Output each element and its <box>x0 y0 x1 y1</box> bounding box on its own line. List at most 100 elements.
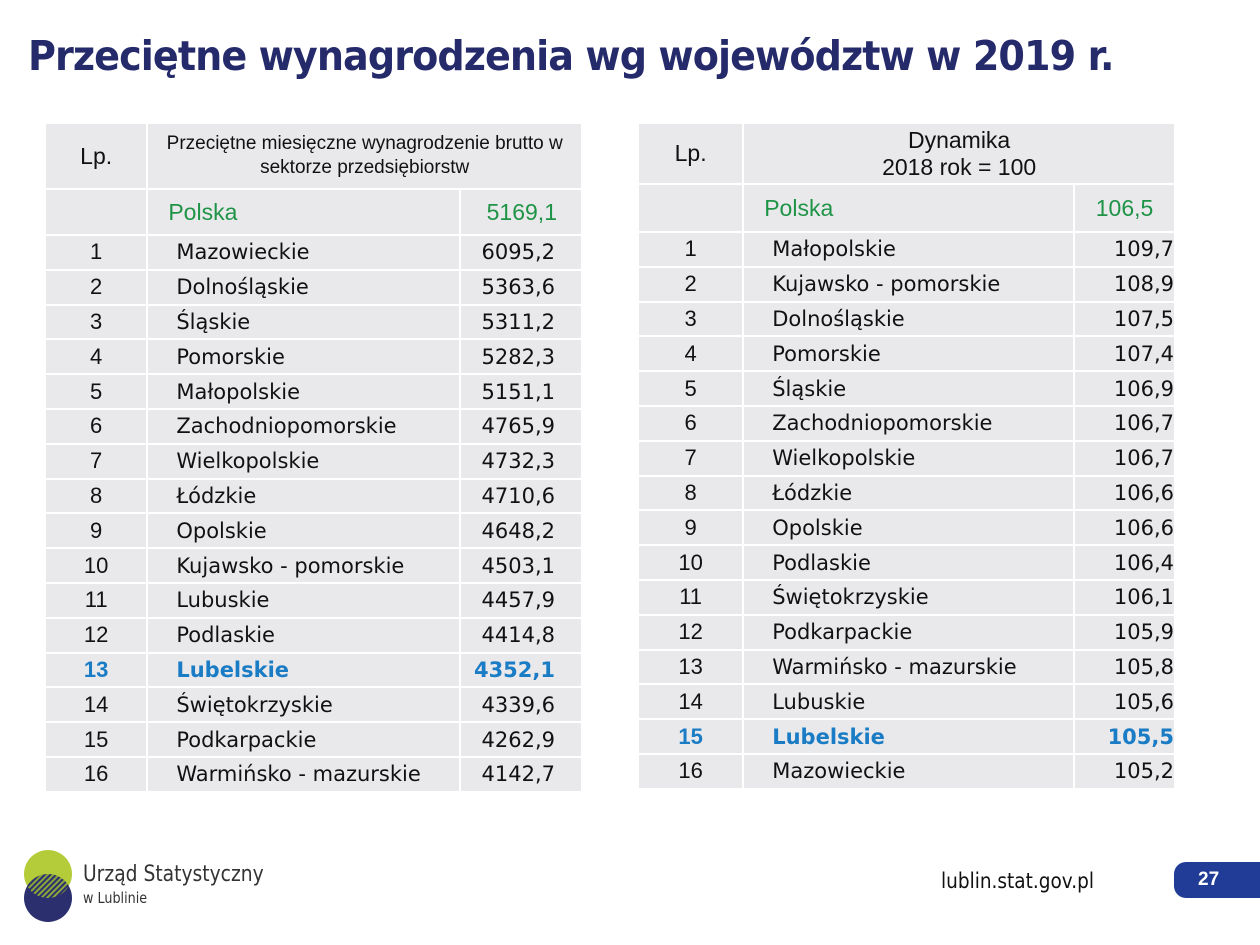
table-row: 8 Łódzkie 106,6 <box>639 476 1174 510</box>
total-value: 106,5 <box>1075 185 1174 231</box>
rank-cell: 6 <box>46 409 147 443</box>
rank-cell: 9 <box>46 514 147 548</box>
dynamics-header-line2: 2018 rok = 100 <box>882 153 1037 180</box>
voivodeship-cell: Podkarpackie <box>744 615 1074 649</box>
dynamics-table: Lp. Dynamika 2018 rok = 100 Polska 106,5… <box>637 122 1176 790</box>
table-row: 7 Wielkopolskie 106,7 <box>639 441 1174 475</box>
salary-table: Lp. Przeciętne miesięczne wynagrodzenie … <box>44 122 583 793</box>
voivodeship-cell: Mazowieckie <box>744 754 1074 788</box>
value-cell: 6095,2 <box>461 236 581 269</box>
voivodeship-cell: Pomorskie <box>744 337 1074 371</box>
total-value: 5169,1 <box>461 190 581 234</box>
table-row: 4 Pomorskie 107,4 <box>639 337 1174 371</box>
rank-cell: 12 <box>46 618 147 652</box>
value-cell: 4414,8 <box>461 618 581 652</box>
rank-cell: 1 <box>639 233 743 266</box>
table-row: 5 Małopolskie 5151,1 <box>46 375 581 408</box>
table-row: 3 Śląskie 5311,2 <box>46 305 581 339</box>
table-row: 16 Mazowieckie 105,2 <box>639 754 1174 788</box>
value-cell: 4262,9 <box>461 723 581 756</box>
value-cell: 105,2 <box>1075 754 1174 788</box>
table-row: 7 Wielkopolskie 4732,3 <box>46 444 581 478</box>
value-cell: 106,6 <box>1075 476 1174 510</box>
voivodeship-cell: Małopolskie <box>744 233 1074 266</box>
rank-cell: 15 <box>46 723 147 756</box>
table-row: 6 Zachodniopomorskie 106,7 <box>639 406 1174 440</box>
value-cell: 4339,6 <box>461 688 581 722</box>
value-cell: 5311,2 <box>461 305 581 339</box>
voivodeship-cell: Podlaskie <box>744 546 1074 579</box>
value-cell: 106,7 <box>1075 441 1174 475</box>
voivodeship-cell: Dolnośląskie <box>148 270 460 304</box>
value-cell: 4457,9 <box>461 583 581 617</box>
rank-cell: 11 <box>46 583 147 617</box>
rank-cell: 2 <box>46 270 147 304</box>
value-cell: 5363,6 <box>461 270 581 304</box>
lp-header: Lp. <box>639 124 743 183</box>
logo-name: Urząd Statystyczny <box>83 862 264 887</box>
rank-cell: 14 <box>46 688 147 722</box>
rank-cell: 4 <box>46 340 147 374</box>
value-cell: 107,5 <box>1075 302 1174 336</box>
page-number-badge: 27 <box>1174 862 1260 898</box>
voivodeship-cell: Pomorskie <box>148 340 460 374</box>
rank-cell: 4 <box>639 337 743 371</box>
value-cell: 4352,1 <box>461 653 581 687</box>
total-label: Polska <box>148 190 460 234</box>
value-cell: 106,1 <box>1075 580 1174 614</box>
voivodeship-cell: Opolskie <box>744 511 1074 545</box>
table-row: 9 Opolskie 4648,2 <box>46 514 581 548</box>
value-cell: 108,9 <box>1075 267 1174 301</box>
voivodeship-cell: Świętokrzyskie <box>148 688 460 722</box>
table-row: 10 Kujawsko - pomorskie 4503,1 <box>46 549 581 582</box>
lp-header: Lp. <box>46 124 147 188</box>
rank-cell: 16 <box>639 754 743 788</box>
table-row: 2 Kujawsko - pomorskie 108,9 <box>639 267 1174 301</box>
table-row: 15 Lubelskie 105,5 <box>639 720 1174 753</box>
rank-cell: 12 <box>639 615 743 649</box>
salary-header: Przeciętne miesięczne wynagrodzenie brut… <box>148 124 581 188</box>
total-label: Polska <box>744 185 1074 231</box>
table-row: 15 Podkarpackie 4262,9 <box>46 723 581 756</box>
value-cell: 4732,3 <box>461 444 581 478</box>
rank-cell: 7 <box>46 444 147 478</box>
voivodeship-cell: Lubuskie <box>744 685 1074 719</box>
logo-icon <box>24 850 72 922</box>
value-cell: 4503,1 <box>461 549 581 582</box>
value-cell: 106,9 <box>1075 372 1174 405</box>
rank-cell: 8 <box>639 476 743 510</box>
value-cell: 5282,3 <box>461 340 581 374</box>
value-cell: 106,6 <box>1075 511 1174 545</box>
voivodeship-cell: Lubelskie <box>148 653 460 687</box>
value-cell: 105,9 <box>1075 615 1174 649</box>
rank-cell: 13 <box>639 650 743 684</box>
value-cell: 105,5 <box>1075 720 1174 753</box>
rank-cell: 5 <box>639 372 743 405</box>
value-cell: 4648,2 <box>461 514 581 548</box>
table-row: 9 Opolskie 106,6 <box>639 511 1174 545</box>
voivodeship-cell: Łódzkie <box>744 476 1074 510</box>
rank-cell: 3 <box>639 302 743 336</box>
voivodeship-cell: Opolskie <box>148 514 460 548</box>
rank-cell: 14 <box>639 685 743 719</box>
table-row: 4 Pomorskie 5282,3 <box>46 340 581 374</box>
table-row: 12 Podlaskie 4414,8 <box>46 618 581 652</box>
table-row: 3 Dolnośląskie 107,5 <box>639 302 1174 336</box>
value-cell: 106,7 <box>1075 406 1174 440</box>
table-row: 14 Lubuskie 105,6 <box>639 685 1174 719</box>
table-row: 14 Świętokrzyskie 4339,6 <box>46 688 581 722</box>
table-row: 5 Śląskie 106,9 <box>639 372 1174 405</box>
voivodeship-cell: Śląskie <box>744 372 1074 405</box>
value-cell: 105,6 <box>1075 685 1174 719</box>
table-row: 11 Lubuskie 4457,9 <box>46 583 581 617</box>
voivodeship-cell: Wielkopolskie <box>744 441 1074 475</box>
voivodeship-cell: Kujawsko - pomorskie <box>148 549 460 582</box>
rank-cell: 9 <box>639 511 743 545</box>
rank-cell: 11 <box>639 580 743 614</box>
website-link[interactable]: lublin.stat.gov.pl <box>941 869 1095 893</box>
voivodeship-cell: Małopolskie <box>148 375 460 408</box>
table-row: 2 Dolnośląskie 5363,6 <box>46 270 581 304</box>
voivodeship-cell: Mazowieckie <box>148 236 460 269</box>
voivodeship-cell: Świętokrzyskie <box>744 580 1074 614</box>
rank-cell: 2 <box>639 267 743 301</box>
